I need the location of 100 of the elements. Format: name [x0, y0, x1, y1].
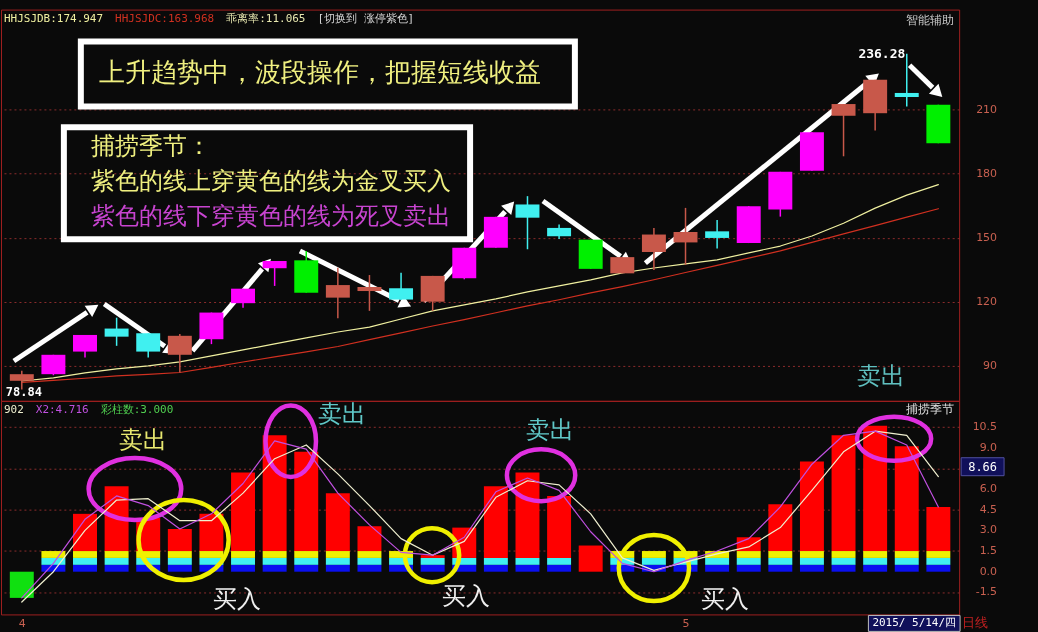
chart-title: 捕捞季节	[906, 401, 955, 416]
text: HHJSJDB:174.947	[3, 11, 104, 25]
bar	[262, 557, 287, 565]
y-tick-label: 1.5	[979, 544, 998, 558]
text: 日线	[962, 615, 989, 631]
bar	[831, 551, 856, 558]
annotation: 乖离率:11.065	[226, 11, 306, 25]
bar	[831, 435, 856, 552]
bar	[768, 504, 793, 552]
bar	[641, 551, 666, 558]
candlestick	[705, 219, 730, 250]
annotation: 买入	[212, 585, 261, 614]
bar	[799, 564, 824, 572]
x-tick-label: 4	[18, 616, 26, 630]
text: X2:4.716	[35, 402, 89, 416]
bar	[894, 557, 919, 565]
bar	[231, 551, 256, 558]
bar	[483, 564, 508, 572]
bar	[705, 557, 730, 565]
bar	[799, 557, 824, 565]
bar	[231, 557, 256, 565]
annotation: 买入	[700, 585, 749, 614]
bar	[515, 557, 540, 565]
y-tick-label: -1.5	[975, 585, 998, 599]
y-tick-label: 120	[976, 294, 998, 308]
bar	[357, 564, 382, 572]
candlestick	[325, 267, 350, 320]
annotation: 紫色的线上穿黄色的线为金叉买入	[90, 167, 451, 196]
x-tick-label: 5	[682, 616, 690, 630]
y-tick-label: 90	[983, 358, 998, 372]
y-tick-label: 210	[976, 102, 998, 116]
bar	[357, 526, 382, 552]
annotation: 捕捞季节：	[90, 132, 211, 161]
bar	[831, 564, 856, 572]
bar	[294, 557, 319, 565]
annotation: [切换到 涨停紫色]	[317, 11, 415, 25]
annotation: 卖出	[118, 425, 167, 454]
bar	[863, 557, 888, 565]
candlestick	[136, 332, 161, 359]
candlestick	[357, 274, 382, 312]
bar	[926, 564, 951, 572]
bar	[515, 564, 540, 572]
bar	[863, 551, 888, 558]
bar	[799, 461, 824, 552]
bar	[547, 557, 572, 565]
annotation: 236.28	[858, 46, 906, 62]
bar	[863, 425, 888, 552]
bar	[483, 557, 508, 565]
annotation: 卖出	[318, 399, 367, 428]
annotation: 智能辅助	[906, 12, 955, 27]
bar	[894, 551, 919, 558]
bar	[578, 545, 603, 572]
text: 902	[3, 402, 24, 416]
bar	[926, 551, 951, 558]
text: 8.66	[968, 459, 998, 474]
bar	[325, 557, 350, 565]
bar	[231, 564, 256, 572]
bar	[483, 486, 508, 558]
candlestick	[389, 271, 414, 301]
bar	[167, 564, 192, 572]
bar	[262, 564, 287, 572]
bar	[231, 472, 256, 552]
bar	[420, 557, 445, 565]
y-tick-label: 180	[976, 166, 998, 180]
annotation: 卖出	[525, 415, 574, 444]
bar	[73, 557, 97, 565]
bar	[9, 571, 34, 598]
bar	[325, 493, 350, 552]
bar	[104, 564, 129, 572]
candlestick	[641, 227, 666, 271]
bar	[705, 564, 730, 572]
y-tick-label: 6.0	[979, 482, 998, 496]
bar	[831, 557, 856, 565]
bar	[863, 564, 888, 572]
annotation: 买入	[442, 582, 491, 611]
bar	[768, 551, 793, 558]
text: 2015/ 5/14/四	[872, 616, 957, 630]
bar	[420, 555, 445, 558]
bar	[547, 564, 572, 572]
bar	[894, 446, 919, 552]
bar	[357, 557, 382, 565]
annotation: 上升趋势中，波段操作，把握短线收益	[98, 57, 541, 88]
bar	[894, 564, 919, 572]
bar	[799, 551, 824, 558]
bar	[104, 557, 129, 565]
y-tick-label: 0.0	[979, 564, 998, 578]
bar	[768, 564, 793, 572]
annotation: 卖出	[857, 361, 906, 390]
bar	[357, 551, 382, 558]
annotation: 彩柱数:3.000	[100, 402, 174, 416]
bar	[736, 551, 761, 558]
bar	[199, 513, 224, 552]
text: HHJSJDC:163.968	[115, 11, 215, 25]
bar	[420, 564, 445, 572]
bar	[641, 557, 666, 565]
bar	[167, 557, 192, 565]
bar	[73, 551, 97, 558]
bar	[768, 557, 793, 565]
y-tick-label: 150	[976, 230, 998, 244]
bar	[926, 506, 951, 552]
